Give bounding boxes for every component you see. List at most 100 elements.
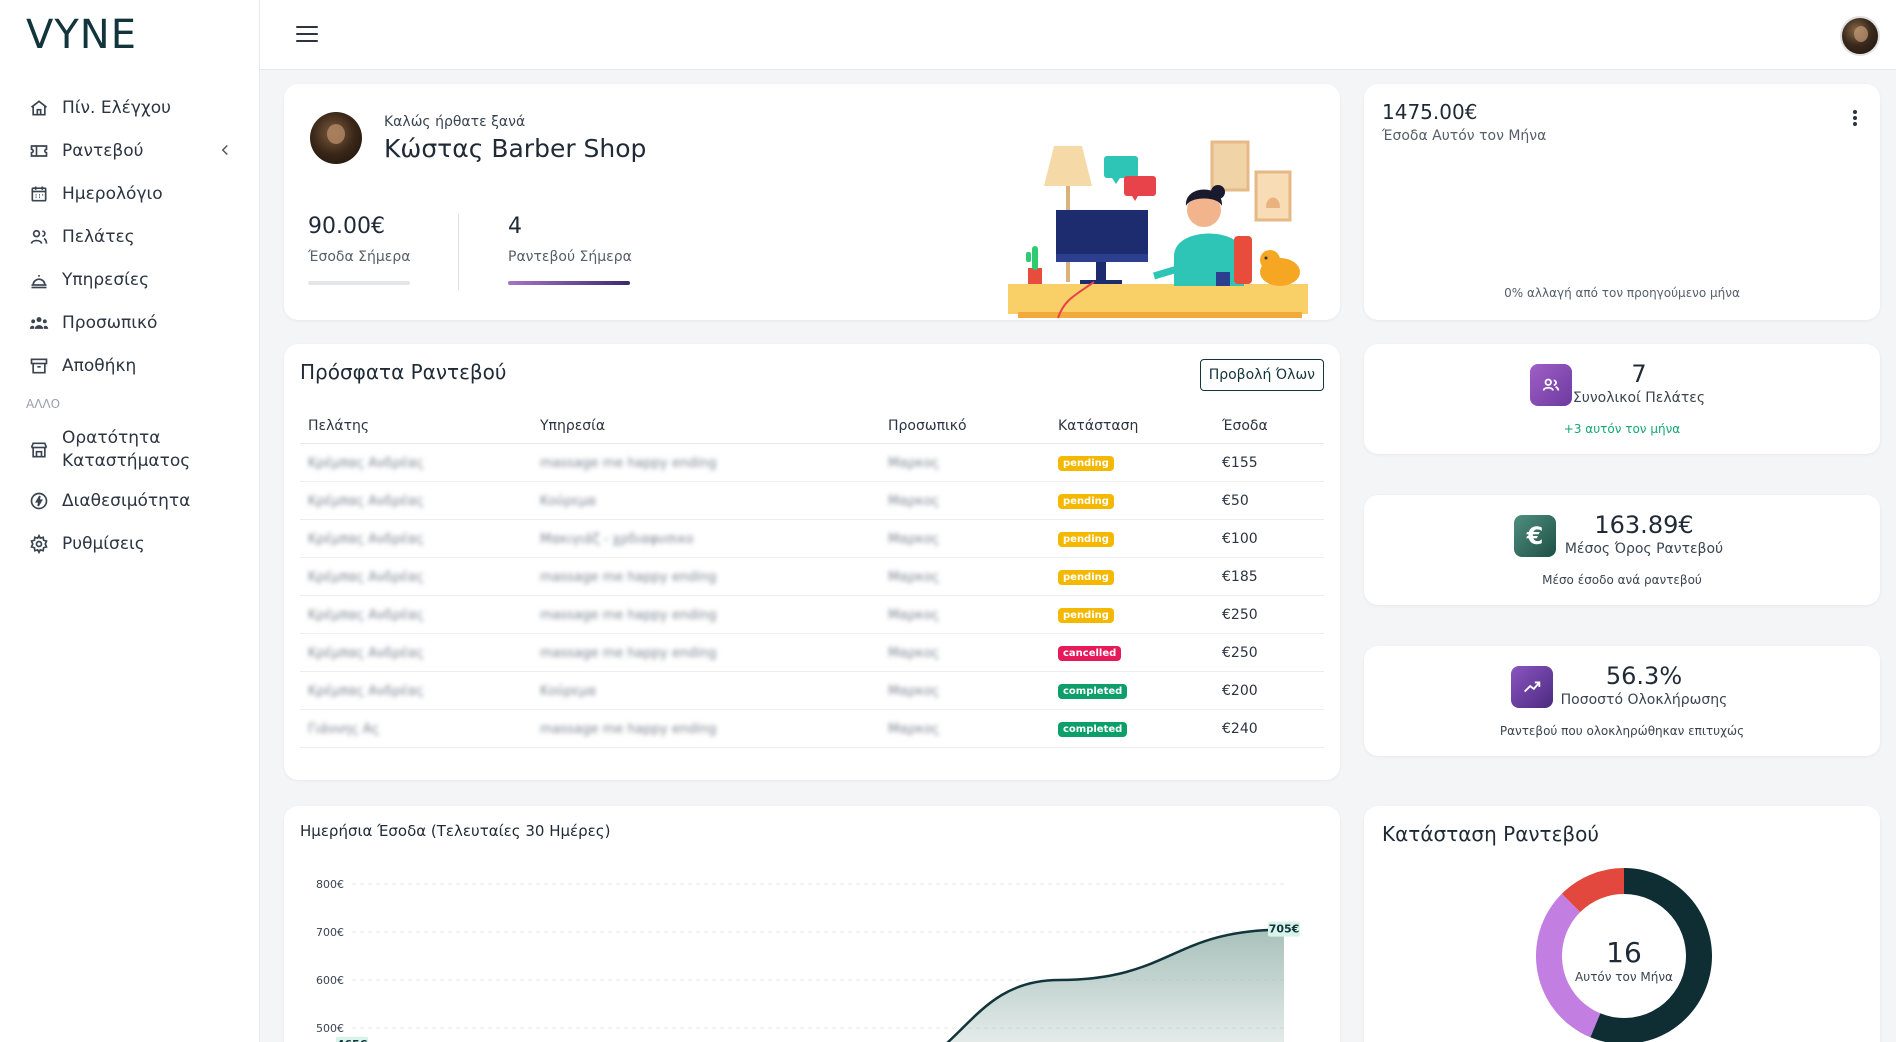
monthly-revenue-value: 1475.00€ <box>1382 100 1478 124</box>
staff-cell-text: Μαρκος <box>888 645 940 661</box>
monthly-revenue-change: 0% αλλαγή από τον προηγούμενο μήνα <box>1504 286 1740 300</box>
sidebar-item-label: Ημερολόγιο <box>62 183 163 204</box>
calendar-icon <box>28 183 50 205</box>
total-customers-card: 7 Συνολικοί Πελάτες +3 αυτόν τον μήνα <box>1364 344 1880 454</box>
appointments-today-value: 4 <box>508 214 522 239</box>
column-header[interactable]: Κατάσταση <box>1058 417 1139 434</box>
customer-cell: Γιάννης Ας <box>300 721 532 737</box>
appointments-today-stat: 4 Ραντεβού Σήμερα <box>508 214 638 285</box>
sidebar-item-label: Πελάτες <box>62 226 135 247</box>
average-appointment-card: € 163.89€ Μέσος Όρος Ραντεβού Μέσο έσοδο… <box>1364 495 1880 605</box>
service-cell-text: Μακιγιάζ - χρδιαφυσικο <box>540 531 694 547</box>
sidebar-item-warehouse[interactable]: Αποθήκη <box>0 344 260 387</box>
donut-slice[interactable] <box>1561 868 1624 913</box>
staff-cell-text: Μαρκος <box>888 569 940 585</box>
column-header[interactable]: Πελάτης <box>308 417 370 434</box>
table-row[interactable]: Κρέμπας Ανδρέας massage me happy ending Μα… <box>300 596 1324 634</box>
staff-cell: Μαρκος <box>884 569 1054 585</box>
sidebar-item-settings[interactable]: Ρυθμίσεις <box>0 522 260 565</box>
revenue-cell: €185 <box>1222 568 1258 585</box>
donut-slice[interactable] <box>1536 893 1601 1038</box>
sidebar-item-staff[interactable]: Προσωπικό <box>0 301 260 344</box>
ticket-icon <box>28 140 50 162</box>
daily-revenue-chart: 800€ 700€ 600€ 500€ 465€ 705€ <box>316 878 1300 1042</box>
status-badge-text: pending <box>1058 494 1114 509</box>
donut-slice[interactable] <box>1590 868 1712 1042</box>
average-appointment-sub: Μέσο έσοδο ανά ραντεβού <box>1542 573 1702 587</box>
service-cell-text: massage me happy ending <box>540 455 717 471</box>
customer-cell: Κρέμπας Ανδρέας <box>300 455 532 471</box>
sidebar-item-store-visibility[interactable]: Ορατότητα Καταστήματος <box>0 421 260 479</box>
table-row[interactable]: Κρέμπας Ανδρέας Κούρεμα Μαρκος completed €20… <box>300 672 1324 710</box>
shop-avatar <box>310 112 362 164</box>
revenue-today-stat: 90.00€ Έσοδα Σήμερα <box>308 214 418 285</box>
customer-cell-text: Κρέμπας Ανδρέας <box>308 493 424 509</box>
y-tick-label: 700€ <box>316 926 344 939</box>
service-cell-text: Κούρεμα <box>540 683 597 699</box>
table-row[interactable]: Κρέμπας Ανδρέας massage me happy ending Μα… <box>300 444 1324 482</box>
view-all-button[interactable]: Προβολή Όλων <box>1199 359 1324 391</box>
y-tick-label: 600€ <box>316 974 344 987</box>
recent-appointments-card: Πρόσφατα Ραντεβού Προβολή Όλων Πελάτης Υ… <box>284 344 1340 780</box>
euro-icon: € <box>1514 515 1556 557</box>
status-badge: pending <box>1054 492 1218 509</box>
table-row[interactable]: Κρέμπας Ανδρέας Μακιγιάζ - χρδιαφυσικο Μαρ… <box>300 520 1324 558</box>
welcome-illustration <box>1008 140 1308 319</box>
more-options-icon[interactable] <box>1852 110 1858 128</box>
table-row[interactable]: Κρέμπας Ανδρέας massage me happy ending Μα… <box>300 558 1324 596</box>
sidebar-item-label: Διαθεσιμότητα <box>62 490 191 511</box>
total-customers-value: 7 <box>1631 360 1647 388</box>
chart-title: Ημερήσια Έσοδα (Τελευταίες 30 Ημέρες) <box>300 822 611 840</box>
column-header[interactable]: Έσοδα <box>1222 417 1268 434</box>
status-badge: completed <box>1054 682 1218 699</box>
sidebar-item-appointments[interactable]: Ραντεβού <box>0 129 260 172</box>
appointment-status-card: Κατάσταση Ραντεβού 16 Αυτόν τον Μήνα <box>1364 806 1880 1042</box>
app-logo[interactable]: VYNE <box>26 12 137 58</box>
table-row[interactable]: Κρέμπας Ανδρέας Κούρεμα Μαρκος pending €50 <box>300 482 1324 520</box>
sidebar-item-services[interactable]: Υπηρεσίες <box>0 258 260 301</box>
status-badge-text: cancelled <box>1058 646 1122 661</box>
service-cell: Κούρεμα <box>532 683 884 699</box>
status-donut-chart <box>1536 868 1712 1042</box>
donut-center-label: Αυτόν τον Μήνα <box>1575 970 1673 984</box>
customer-cell-text: Γιάννης Ας <box>308 721 380 737</box>
table-row[interactable]: Γιάννης Ας massage me happy ending Μαρκος c… <box>300 710 1324 748</box>
menu-icon[interactable] <box>296 26 318 44</box>
staff-cell: Μαρκος <box>884 721 1054 737</box>
team-icon <box>28 312 50 334</box>
service-cell-text: massage me happy ending <box>540 569 717 585</box>
customer-cell-text: Κρέμπας Ανδρέας <box>308 607 424 623</box>
column-header[interactable]: Υπηρεσία <box>540 417 606 434</box>
appointments-today-label: Ραντεβού Σήμερα <box>508 249 632 265</box>
y-tick-label: 500€ <box>316 1022 344 1035</box>
sidebar-item-availability[interactable]: Διαθεσιμότητα <box>0 479 260 522</box>
column-header[interactable]: Προσωπικό <box>888 417 967 434</box>
chevron-left-icon[interactable] <box>216 141 234 159</box>
service-cell: massage me happy ending <box>532 455 884 471</box>
sidebar-item-calendar[interactable]: Ημερολόγιο <box>0 172 260 215</box>
customer-cell: Κρέμπας Ανδρέας <box>300 645 532 661</box>
table-row[interactable]: Κρέμπας Ανδρέας massage me happy ending Μα… <box>300 634 1324 672</box>
store-icon <box>28 439 50 461</box>
recent-appointments-title: Πρόσφατα Ραντεβού <box>300 360 507 384</box>
completion-rate-sub: Ραντεβού που ολοκληρώθηκαν επιτυχώς <box>1499 724 1745 738</box>
total-customers-sub: +3 αυτόν τον μήνα <box>1563 422 1681 436</box>
sidebar-section-label: ΑΛΛΟ <box>26 397 61 411</box>
customer-cell-text: Κρέμπας Ανδρέας <box>308 569 424 585</box>
sidebar-item-label: Υπηρεσίες <box>62 269 150 290</box>
staff-cell-text: Μαρκος <box>888 683 940 699</box>
data-label-text: 705€ <box>1269 923 1300 936</box>
revenue-cell: €100 <box>1222 530 1258 547</box>
donut-center-value: 16 <box>1606 936 1642 969</box>
daily-revenue-card: Ημερήσια Έσοδα (Τελευταίες 30 Ημέρες) 80… <box>284 806 1340 1042</box>
customer-cell-text: Κρέμπας Ανδρέας <box>308 683 424 699</box>
avatar[interactable] <box>1840 16 1880 56</box>
customer-cell: Κρέμπας Ανδρέας <box>300 493 532 509</box>
sidebar-nav: Πίν. Ελέγχου Ραντεβού Ημερολόγιο Πελάτες… <box>0 86 260 565</box>
welcome-greeting: Καλώς ήρθατε ξανά <box>384 114 526 130</box>
sidebar-item-customers[interactable]: Πελάτες <box>0 215 260 258</box>
service-cell-text: Κούρεμα <box>540 493 597 509</box>
completion-rate-card: 56.3% Ποσοστό Ολοκλήρωσης Ραντεβού που ο… <box>1364 646 1880 756</box>
customer-cell: Κρέμπας Ανδρέας <box>300 683 532 699</box>
sidebar-item-dashboard[interactable]: Πίν. Ελέγχου <box>0 86 260 129</box>
